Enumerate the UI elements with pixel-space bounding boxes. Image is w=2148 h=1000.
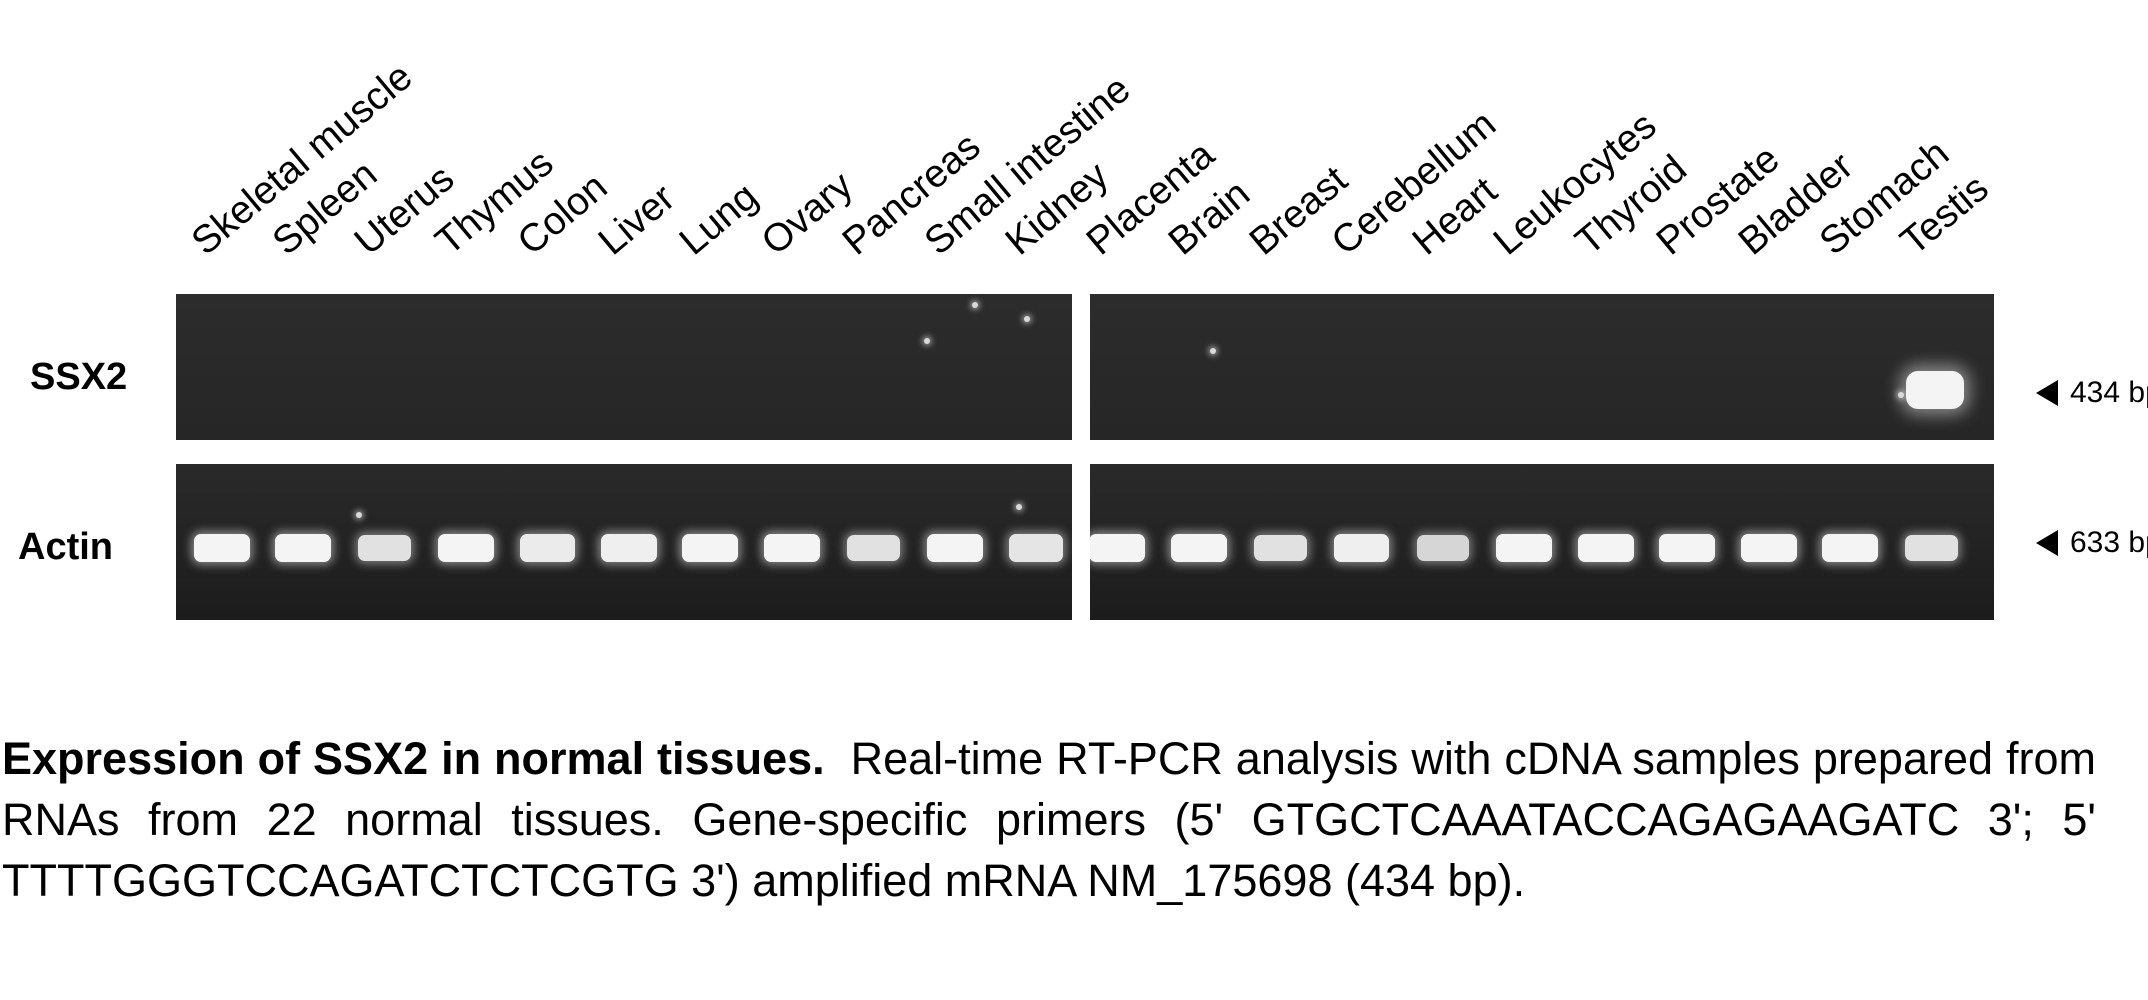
- actin-band: [846, 534, 900, 562]
- actin-band: [1904, 534, 1958, 562]
- actin-band: [763, 533, 820, 563]
- actin-gel-panel-left: [176, 464, 1072, 620]
- marker-arrow-icon: [2036, 530, 2058, 557]
- actin-band: [682, 533, 739, 563]
- ssx2-size-marker: 434 bp: [2036, 377, 2148, 408]
- gel-speck: [1210, 348, 1216, 354]
- actin-band: [926, 533, 983, 563]
- actin-band: [1822, 533, 1878, 563]
- actin-band: [520, 534, 575, 562]
- ssx2-gel-panel-left: [176, 294, 1072, 440]
- caption-text: Real-time RT-PCR analysis with cDNA samp…: [2, 733, 2097, 906]
- row-label-actin: Actin: [18, 526, 113, 568]
- actin-band: [1496, 533, 1553, 563]
- lane-label-ovary: Ovary: [753, 163, 861, 264]
- gel-speck: [1024, 316, 1030, 322]
- actin-band: [1009, 534, 1063, 562]
- ssx2-band: [1906, 371, 1965, 409]
- gel-speck: [356, 512, 362, 518]
- actin-band: [1740, 533, 1797, 563]
- actin-band: [601, 533, 657, 563]
- actin-band: [194, 533, 250, 563]
- actin-band: [358, 534, 412, 562]
- actin-band: [438, 533, 495, 563]
- gel-figure: Skeletal muscle Spleen Uterus Thymus Colon Li…: [18, 55, 2148, 620]
- actin-gel-panel-right: [1090, 464, 1994, 620]
- row-label-ssx2: SSX2: [30, 356, 128, 398]
- caption-title: Expression of SSX2 in normal tissues.: [2, 733, 825, 784]
- figure-caption: Expression of SSX2 in normal tissues. Re…: [2, 728, 2096, 911]
- gel-speck: [1898, 392, 1904, 398]
- lane-label-lung: Lung: [672, 174, 767, 264]
- actin-band: [1417, 535, 1469, 561]
- actin-band: [275, 533, 332, 563]
- actin-band: [1577, 533, 1634, 563]
- actin-band: [1090, 533, 1146, 563]
- actin-band: [1659, 533, 1716, 563]
- gel-speck: [972, 302, 978, 308]
- marker-arrow-icon: [2036, 380, 2058, 407]
- actin-size-marker: 633 bp: [2036, 527, 2148, 558]
- actin-band: [1333, 533, 1390, 563]
- gel-speck: [1016, 504, 1022, 510]
- ssx2-gel-panel-right: [1090, 294, 1994, 440]
- gel-speck: [924, 338, 930, 344]
- actin-band: [1170, 533, 1227, 563]
- actin-band: [1253, 534, 1307, 562]
